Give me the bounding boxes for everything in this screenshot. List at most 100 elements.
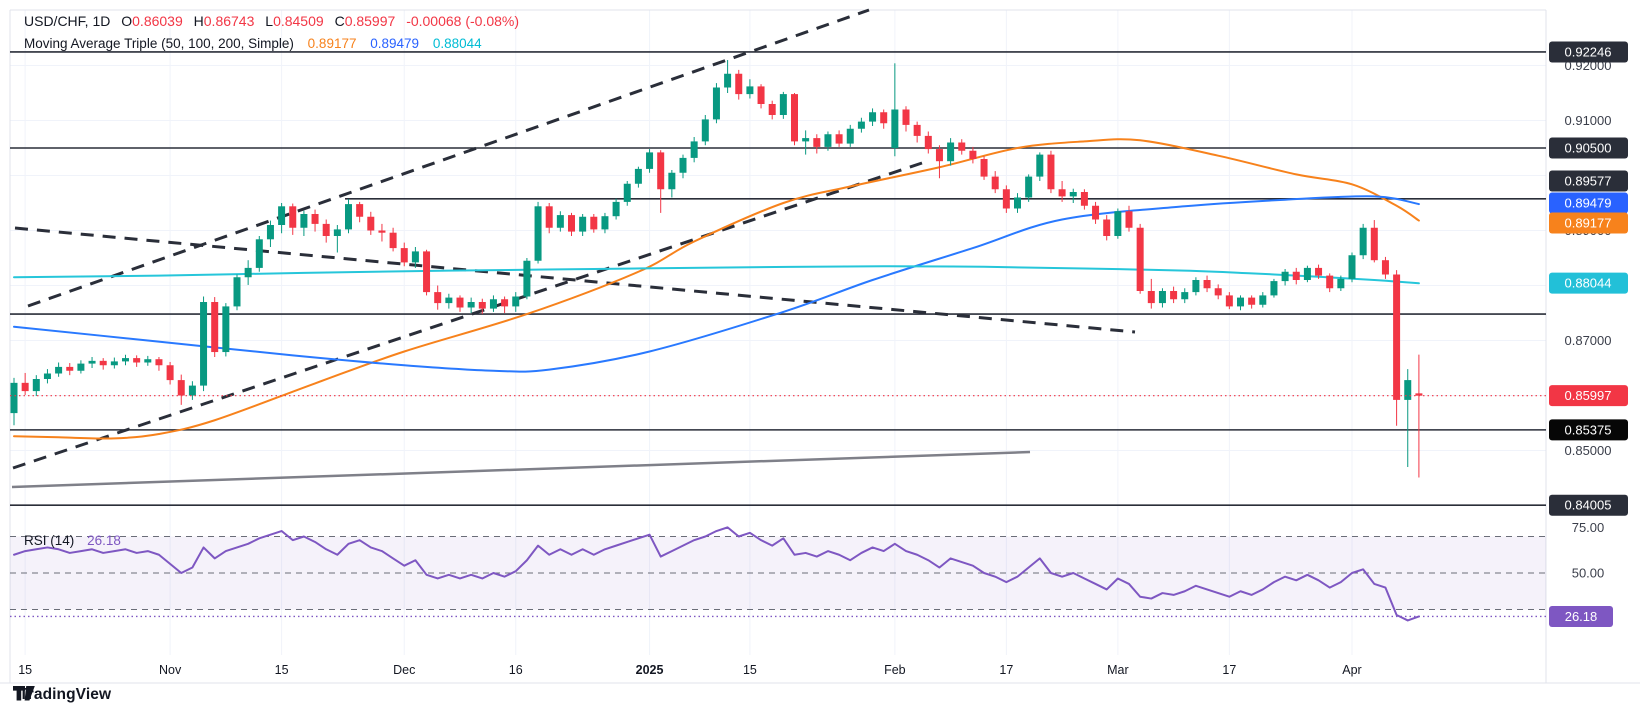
rsi-badge [1549,605,1613,627]
rsi-legend-row[interactable]: RSI (14) 26.18 [24,533,121,548]
candle-body [947,142,955,162]
candle-body [467,302,475,308]
gridlines [10,10,1546,655]
candle-body [300,214,308,228]
candle-body [735,73,743,95]
candle-body [545,206,553,228]
time-axis-label: Dec [393,663,415,677]
candle-body [1237,297,1244,307]
candle-body [400,248,408,263]
candle-body [77,363,85,371]
candle-body [200,302,208,386]
rsi-badge-label: 26.18 [1565,609,1598,624]
candle-body [188,385,196,396]
time-axis-label: Mar [1107,663,1129,677]
candle-body [489,299,497,309]
price-axis[interactable] [1546,0,1640,683]
candle-body [278,206,286,225]
candle-body [1181,292,1189,300]
candle-body [556,215,564,228]
candle-body [1069,192,1077,197]
price-badge-label: 0.92246 [1565,44,1612,59]
price-badge [1549,41,1628,63]
price-badge [1549,137,1628,159]
candle-body [1125,211,1133,228]
price-axis-label: 0.85000 [1565,443,1612,458]
candle-body [1103,219,1111,236]
ma50-value: 0.89177 [307,36,357,51]
candle-body [1348,255,1356,279]
candle-body [434,292,442,304]
candle-body [813,138,821,147]
candle-body [534,206,542,261]
candle-body [969,150,977,159]
candle-body [10,382,18,414]
price-badge-label: 0.85375 [1565,422,1612,437]
candle-body [110,361,118,366]
candle-body [1259,295,1267,305]
tradingview-logo-text: TradingView [19,686,112,703]
price-badge-label: 0.85997 [1565,388,1612,403]
price-badge-label: 0.90500 [1565,141,1612,156]
candle-body [1025,176,1033,198]
candle-body [1315,267,1323,276]
time-axis-label: 16 [509,663,523,677]
candle-body [590,216,598,230]
time-axis-label: 15 [18,663,32,677]
candle-body [924,135,932,150]
rsi-line [13,526,1420,622]
time-axis-label: Apr [1342,663,1361,677]
candle-body [21,382,29,392]
candle-body [1292,271,1300,280]
candle-body [1014,197,1021,209]
candle-body [289,206,297,228]
candle-body [423,251,431,293]
change-value: -0.00068 (-0.08%) [406,13,520,29]
candle-body [1225,295,1233,307]
time-axis[interactable] [0,655,1546,683]
candle-body [612,201,620,217]
candle-body [1080,192,1088,206]
candle-body [913,124,921,136]
candle-body [1047,154,1055,190]
candle-body [1393,274,1401,400]
candle-body [579,216,587,232]
ma100-value: 0.89479 [370,36,420,51]
rsi-axis-label: 75.00 [1572,520,1605,535]
candle-body [99,360,107,366]
candle-body [646,152,654,169]
candle-body [779,94,787,115]
candle-body [1415,393,1423,396]
candle-body [891,109,899,148]
price-badge-label: 0.89177 [1565,216,1612,231]
candle-body [501,299,509,307]
candle-body [846,128,854,144]
ohlc-open: O0.86039 [121,13,183,29]
price-badge [1549,419,1628,441]
symbol-legend-row[interactable]: USD/CHF, 1D O0.86039 H0.86743 L0.84509 C… [24,13,526,29]
candle-body [367,216,375,231]
candle-body [568,215,575,232]
candle-body [66,366,74,371]
candle-body [980,159,988,177]
candle-body [55,366,63,374]
candle-body [133,358,141,363]
candle-body [88,360,96,364]
candle-body [958,142,966,151]
candle-body [43,373,51,379]
price-axis-badges: 0.92246 0.90500 0.89577 0.89479 0.89177 0.880… [1549,41,1628,627]
candle-body [746,86,754,95]
tradingview-logo-icon [13,686,35,701]
time-axis-label: 15 [743,663,757,677]
price-badge [1549,170,1628,192]
tradingview-logo[interactable]: TradingView [13,686,111,704]
time-axis-label: 17 [1222,663,1236,677]
indicator-legend-row[interactable]: Moving Average Triple (50, 100, 200, Sim… [24,36,482,51]
candle-body [991,176,999,190]
price-badge-label: 0.89577 [1565,174,1612,189]
rsi-axis-label: 50.00 [1572,566,1605,581]
candle-body [857,121,865,129]
time-axis-label: 2025 [636,663,664,677]
candle-body [601,216,609,230]
